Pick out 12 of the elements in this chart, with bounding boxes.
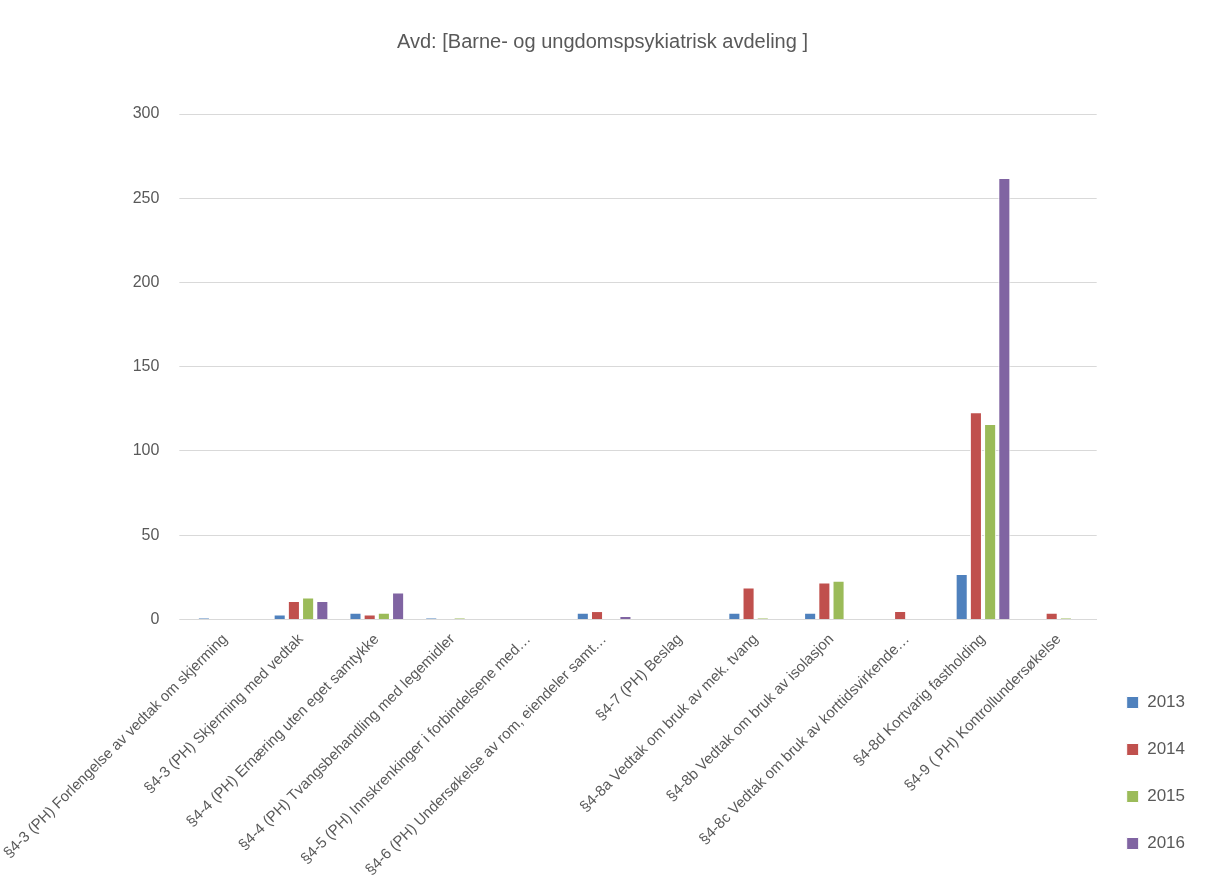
legend-label: 2014 <box>1147 739 1186 759</box>
y-tick-label: 150 <box>132 357 160 375</box>
y-tick-label: 100 <box>132 441 160 459</box>
y-tick-label: 200 <box>132 272 160 290</box>
y-tick-label: 0 <box>150 609 160 627</box>
legend-label: 2013 <box>1147 692 1186 712</box>
y-tick-label: 50 <box>141 525 160 543</box>
legend-label: 2016 <box>1147 833 1186 853</box>
y-tick-label: 250 <box>132 188 160 206</box>
legend-label: 2015 <box>1147 786 1186 806</box>
y-tick-label: 300 <box>132 104 160 122</box>
chart-title: Avd: [Barne- og ungdomspsykiatrisk avdeling ] <box>397 29 808 52</box>
